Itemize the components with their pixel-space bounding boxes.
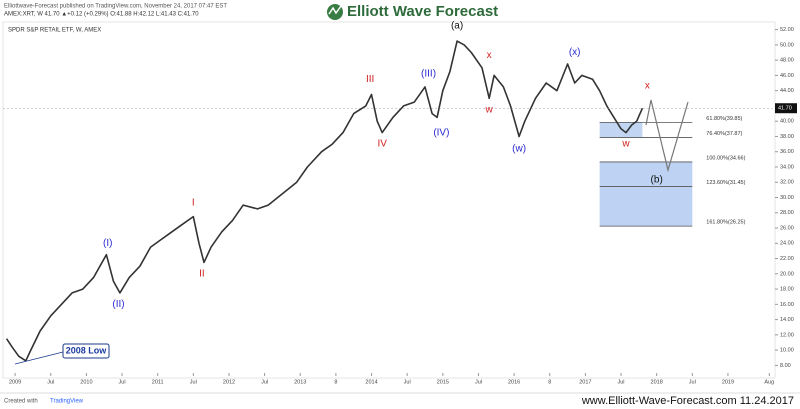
wave-label: III [366,74,374,85]
x-tick-label: 2010 [80,379,92,385]
x-tick-label: 2012 [223,379,235,385]
x-tick-label: Jul [190,379,197,385]
footer-brand: TradingView [50,399,84,405]
y-tick-label: 50.00 [780,42,794,48]
footer-site: www.Elliott-Wave-Forecast.com 11.24.2017 [581,395,794,407]
last-price-label: 41.70 [778,106,792,112]
x-tick-label: Jul [261,379,268,385]
y-tick-label: 28.00 [780,210,794,216]
wave-label: (x) [569,47,581,58]
fib-label: 123.60%(31.45) [706,180,745,186]
ohlc: AMEX:XRT, W 41.70 ▲+0.12 (+0.29%) O:41.8… [4,12,199,18]
wave-label: x [645,81,650,92]
y-tick-label: 34.00 [780,164,794,170]
wave-label: w [621,139,630,150]
fib-zone-small [599,122,643,138]
x-tick-label: 2013 [294,379,306,385]
projection-path [645,99,689,173]
x-tick-label: 2014 [365,379,377,385]
wave-label: (b) [651,175,663,186]
logo-wave [328,5,342,15]
x-tick-label: 2015 [437,379,449,385]
x-tick-label: 8 [548,379,551,385]
published: Elliottwave-Forecast published on Tradin… [4,4,227,10]
y-tick-label: 44.00 [780,88,794,94]
x-tick-label: 8 [334,379,337,385]
y-tick-label: 8.00 [780,363,791,369]
wave-label: II [199,268,205,279]
price-line [5,40,644,362]
y-tick-label: 22.00 [780,256,794,262]
y-tick-label: 52.00 [780,27,794,33]
y-tick-label: 30.00 [780,195,794,201]
x-tick-label: 2019 [722,379,734,385]
wave-label: (IV) [433,127,449,138]
wave-label: (II) [112,299,124,310]
wave-label: (w) [512,143,526,154]
wave-label: I [192,197,195,208]
fib-label: 76.40%(37.87) [706,131,742,137]
y-tick-label: 40.00 [780,119,794,125]
y-tick-label: 12.00 [780,332,794,338]
y-tick-label: 26.00 [780,225,794,231]
x-tick-label: 2011 [152,379,164,385]
wave-label: (III) [421,69,436,80]
y-tick-label: 32.00 [780,180,794,186]
x-tick-label: Jul [404,379,411,385]
wave-label: IV [378,139,388,150]
x-tick-label: 2009 [9,379,21,385]
y-tick-label: 46.00 [780,73,794,79]
y-tick-label: 20.00 [780,271,794,277]
callout-arrow [14,351,64,365]
y-tick-label: 38.00 [780,134,794,140]
wave-label: (a) [451,20,463,31]
x-tick-label: Aug [764,379,774,385]
fib-label: 61.80%(39.85) [706,116,742,122]
y-tick-label: 36.00 [780,149,794,155]
x-tick-label: Jul [475,379,482,385]
wave-label: (I) [103,238,112,249]
callout-text: 2008 Low [66,345,108,355]
x-tick-label: 2018 [651,379,663,385]
logo-text: Elliott Wave Forecast [347,3,498,20]
footer-created: Created with [4,399,38,405]
y-tick-label: 10.00 [780,348,794,354]
fib-label: 100.00%(34.66) [706,155,745,161]
x-tick-label: Jul [47,379,54,385]
x-tick-label: Jul [689,379,696,385]
y-tick-label: 48.00 [780,58,794,64]
fib-zone-target [599,161,693,227]
callout-box [62,343,110,359]
y-tick-label: 24.00 [780,241,794,247]
last-price-box [775,103,797,114]
wave-label: w [485,104,494,115]
chart-title: SPDR S&P RETAIL ETF, W, AMEX [8,28,101,34]
fib-label: 161.80%(26.25) [706,220,745,226]
y-tick-label: 18.00 [780,287,794,293]
x-tick-label: 2016 [508,379,520,385]
y-tick-label: 16.00 [780,302,794,308]
x-tick-label: 2017 [579,379,591,385]
plot-frame [2,21,776,379]
wave-label: x [487,50,492,61]
x-tick-label: Jul [618,379,625,385]
x-tick-label: Jul [119,379,126,385]
y-tick-label: 14.00 [780,317,794,323]
